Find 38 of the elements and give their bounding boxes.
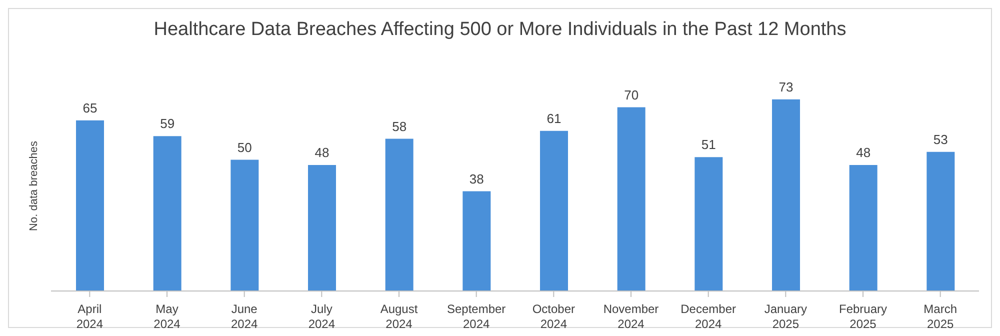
data-label: 58 <box>392 118 407 134</box>
data-label: 48 <box>856 145 871 160</box>
data-label: 70 <box>624 87 639 102</box>
x-tick-label: December 2024 <box>680 302 736 331</box>
bar <box>849 165 878 291</box>
chart-title: Healthcare Data Breaches Affecting 500 or More Individuals in the Past 12 Months <box>152 18 848 42</box>
x-tick-label: July 2024 <box>308 302 336 331</box>
bar <box>76 120 104 291</box>
bar <box>926 152 955 291</box>
bar <box>230 160 259 291</box>
data-label: 51 <box>701 137 716 152</box>
bar <box>617 107 646 291</box>
x-tick-label: April 2024 <box>76 302 104 331</box>
x-tick-label: August 2024 <box>380 302 418 331</box>
data-label: 73 <box>778 79 794 94</box>
x-tick-label: March 2025 <box>924 302 958 331</box>
data-label: 38 <box>469 171 484 186</box>
x-tick-label: September 2024 <box>446 302 506 331</box>
x-tick-label: February 2025 <box>838 302 888 331</box>
data-label: 48 <box>314 145 330 160</box>
data-label: 59 <box>160 116 175 132</box>
x-tick-label: October 2024 <box>532 302 576 331</box>
data-label: 50 <box>237 140 252 155</box>
x-tick-label: November 2024 <box>603 302 659 331</box>
x-tick-label: May 2024 <box>154 302 181 331</box>
bar <box>153 136 182 291</box>
data-label: 53 <box>933 132 948 147</box>
bar <box>308 165 336 291</box>
x-tick-label: January 2025 <box>764 302 808 331</box>
bar <box>694 157 723 291</box>
bar <box>772 99 800 291</box>
bar <box>462 191 491 291</box>
data-label: 61 <box>546 110 562 126</box>
bar <box>540 130 568 291</box>
x-tick-label: June 2024 <box>230 302 258 331</box>
bar <box>385 138 414 291</box>
data-label: 65 <box>82 100 98 116</box>
y-axis-title: No. data breaches <box>28 140 40 231</box>
